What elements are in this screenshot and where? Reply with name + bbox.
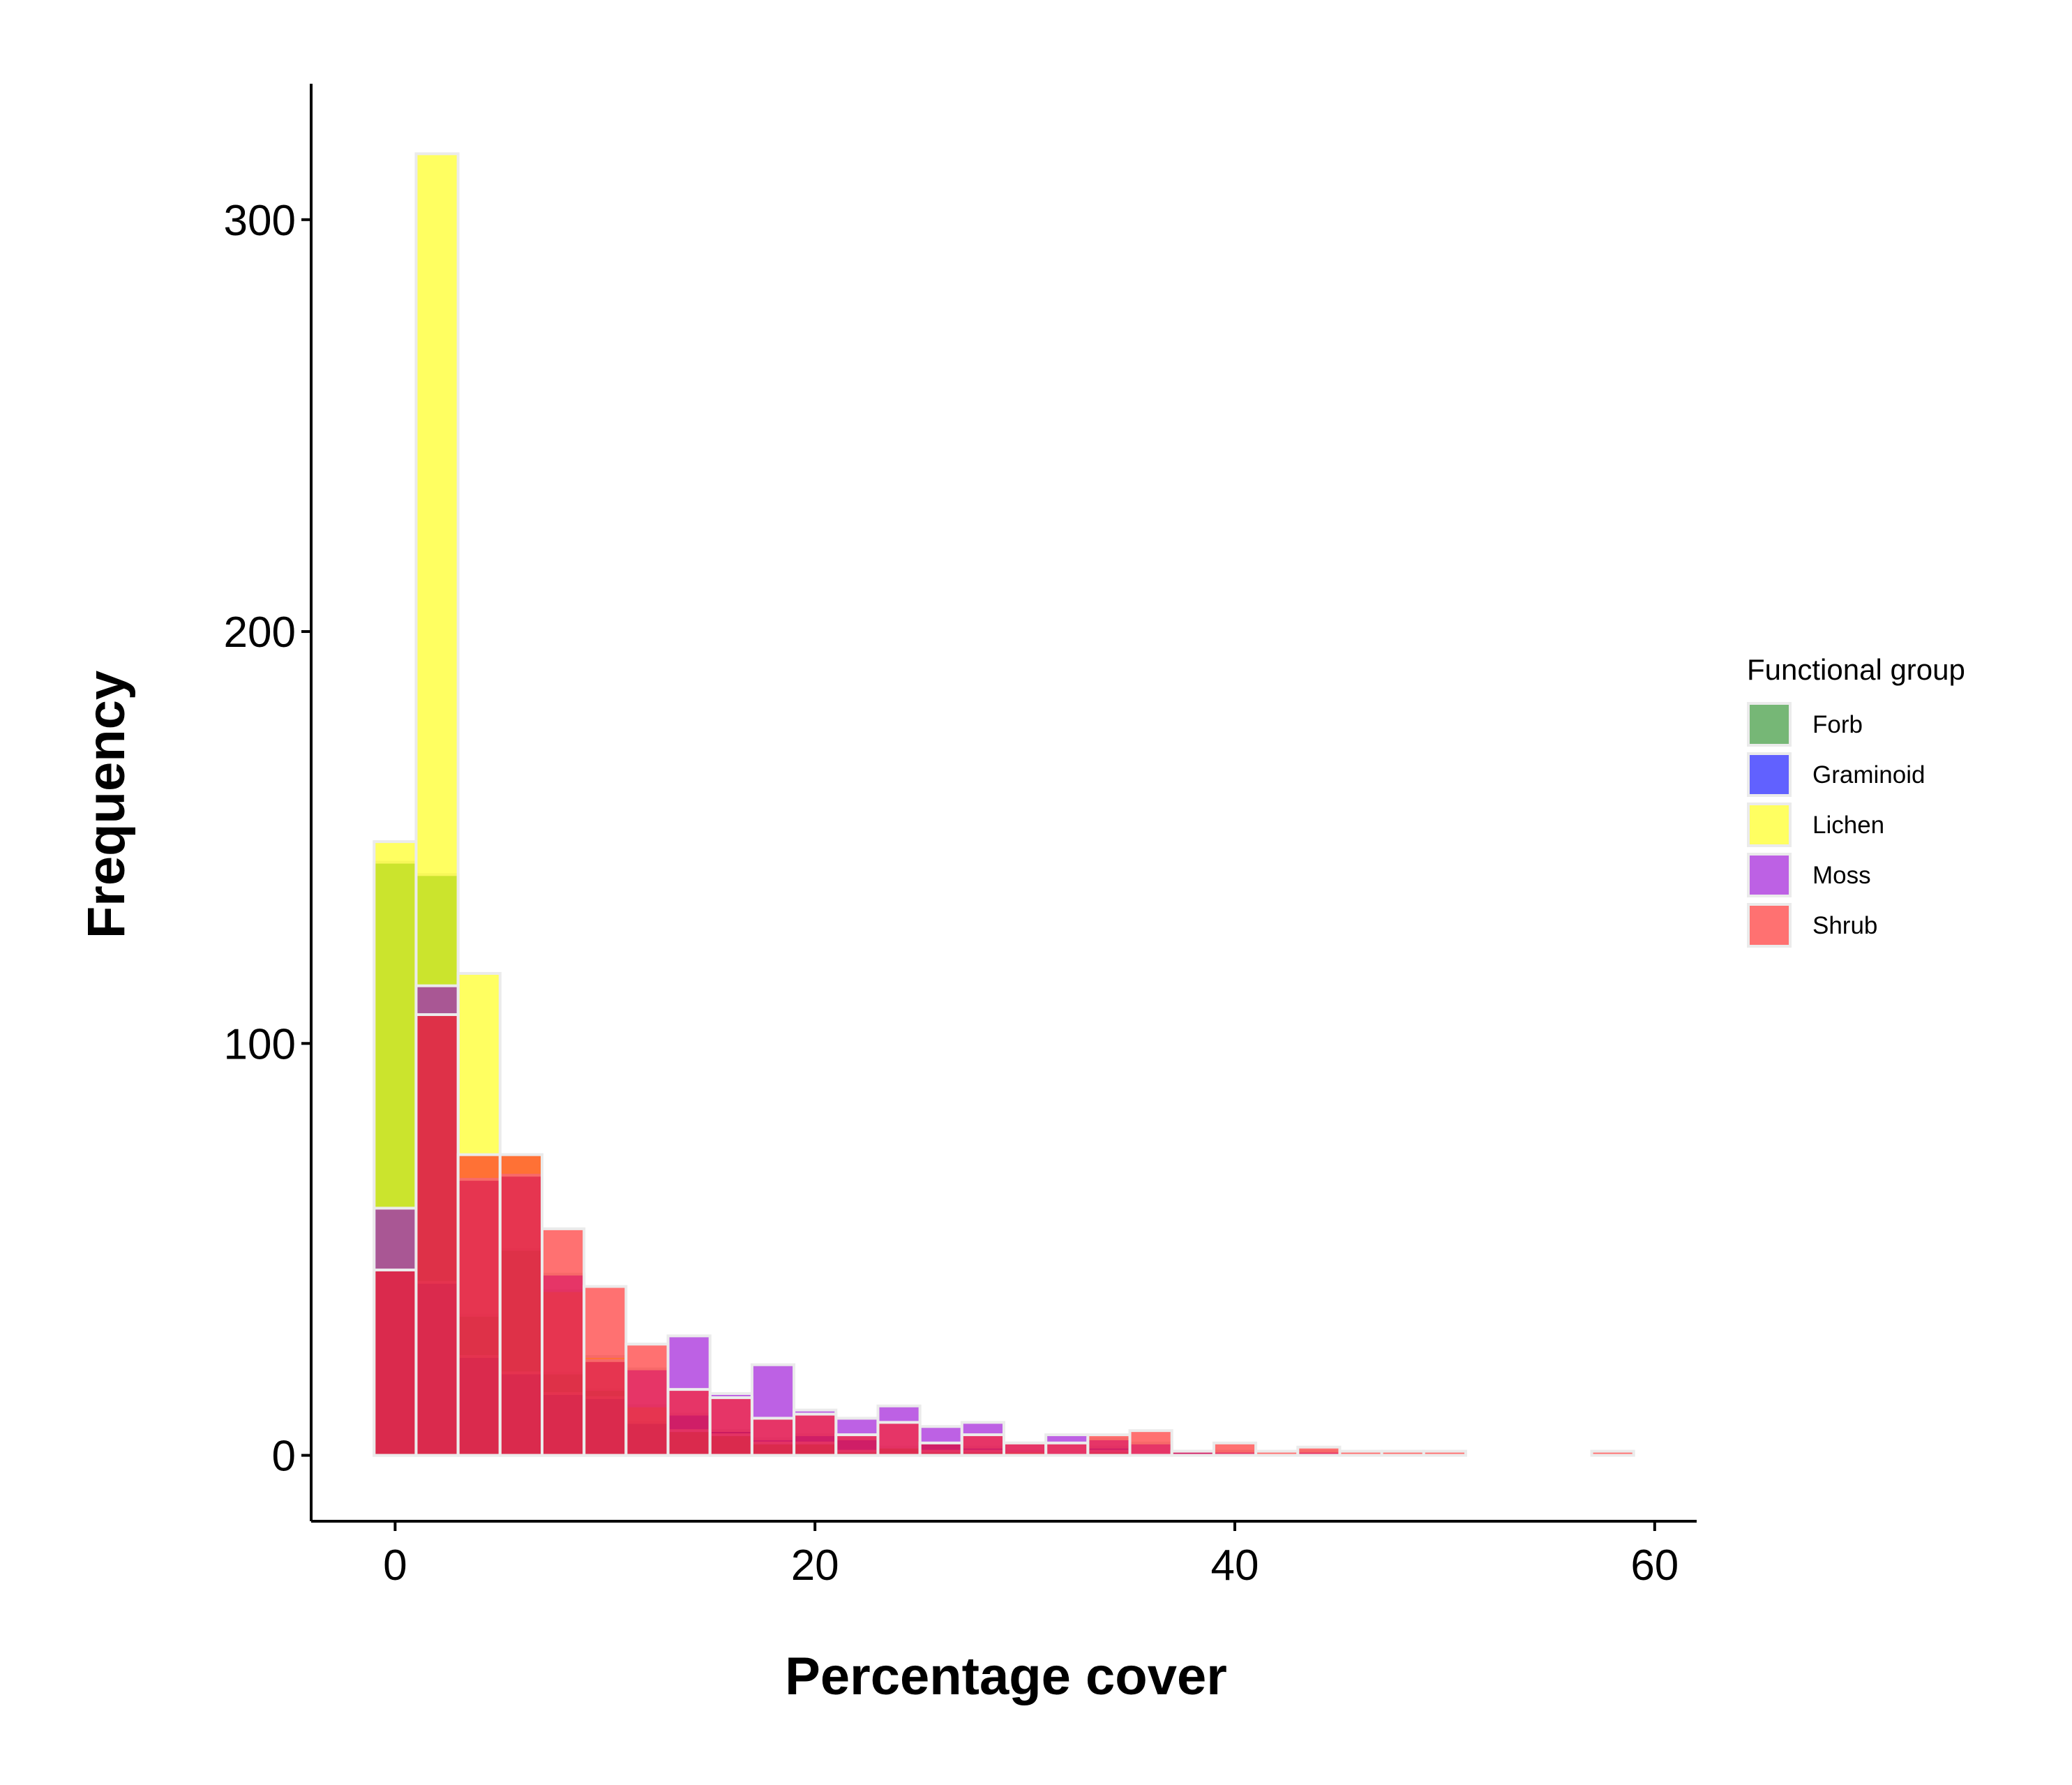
y-tick-label: 200: [224, 608, 296, 657]
bar: [1004, 1443, 1046, 1456]
legend-title: Functional group: [1747, 653, 1965, 686]
bar: [1214, 1443, 1256, 1456]
legend-key-swatch: [1748, 904, 1790, 946]
bar: [794, 1414, 836, 1456]
bar: [1088, 1435, 1129, 1456]
bar: [1130, 1431, 1172, 1455]
x-tick-label: 40: [1211, 1541, 1259, 1590]
bars-layer: [374, 154, 1633, 1455]
bar: [962, 1435, 1004, 1456]
y-tick-label: 300: [224, 197, 296, 245]
y-axis-ticks: 0 100 200 300: [224, 197, 311, 1481]
bar: [920, 1443, 962, 1456]
bar: [1382, 1451, 1424, 1456]
series-shrub: [374, 1015, 1633, 1456]
bar: [458, 1155, 500, 1456]
y-tick-label: 100: [224, 1020, 296, 1068]
x-axis-title: Percentage cover: [785, 1647, 1227, 1706]
x-tick-label: 60: [1630, 1541, 1679, 1590]
bar: [836, 1435, 878, 1456]
bar: [1046, 1443, 1088, 1456]
bar: [500, 1155, 542, 1456]
bar: [1172, 1451, 1214, 1456]
bar: [710, 1398, 752, 1456]
bar: [878, 1422, 919, 1455]
bar: [626, 1344, 668, 1455]
legend-key-swatch: [1748, 703, 1790, 745]
bar: [1256, 1451, 1298, 1456]
x-axis-ticks: 0 20 40 60: [383, 1521, 1679, 1590]
legend-key-swatch: [1748, 854, 1790, 896]
legend-label: Graminoid: [1812, 761, 1925, 789]
y-tick-label: 0: [272, 1433, 296, 1481]
bar: [542, 1229, 584, 1456]
x-tick-label: 20: [791, 1541, 839, 1590]
legend-entries: Forb Graminoid Lichen Moss Shrub: [1747, 702, 1925, 948]
bar: [752, 1418, 794, 1455]
bar: [1298, 1447, 1339, 1456]
x-tick-label: 0: [383, 1541, 407, 1590]
bar: [416, 1015, 458, 1456]
bar: [1339, 1451, 1381, 1456]
legend-key-swatch: [1748, 804, 1790, 846]
legend-label: Forb: [1812, 711, 1863, 738]
bar: [1424, 1451, 1466, 1456]
legend-label: Moss: [1812, 862, 1871, 889]
bar: [1592, 1451, 1634, 1456]
bar: [374, 1270, 416, 1456]
y-axis-title: Frequency: [77, 671, 136, 939]
legend-label: Shrub: [1812, 912, 1877, 939]
legend-label: Lichen: [1812, 812, 1884, 839]
legend: Functional group Forb Graminoid Lichen Moss…: [1747, 653, 1965, 948]
bar: [668, 1389, 710, 1455]
legend-key-swatch: [1748, 754, 1790, 796]
bar: [584, 1287, 626, 1456]
